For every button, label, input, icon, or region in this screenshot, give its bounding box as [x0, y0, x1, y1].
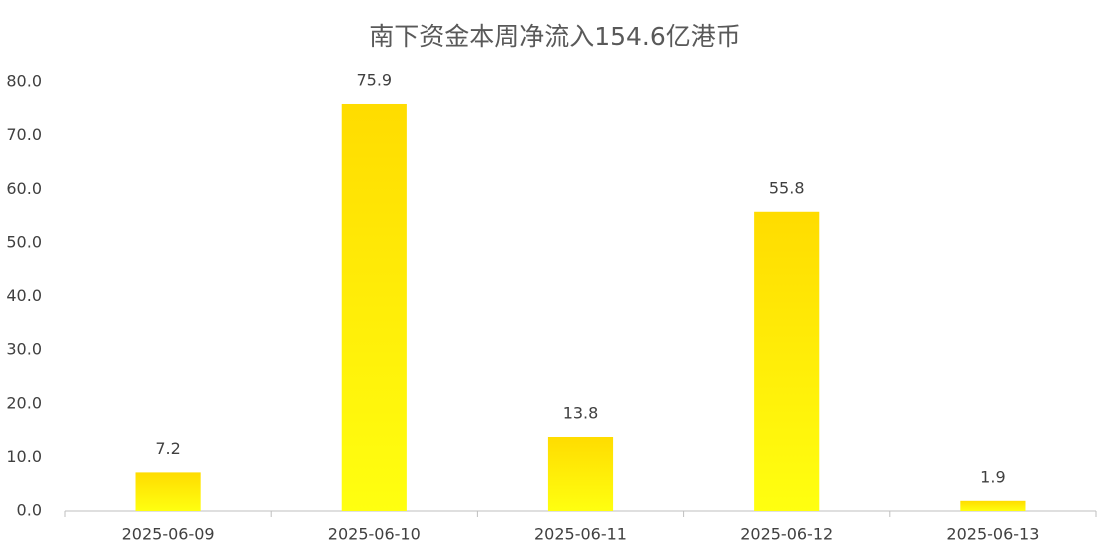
- data-label: 75.9: [356, 70, 392, 89]
- y-tick-label: 30.0: [6, 340, 42, 359]
- y-tick-label: 70.0: [6, 125, 42, 144]
- y-tick-label: 60.0: [6, 179, 42, 198]
- y-tick-label: 20.0: [6, 393, 42, 412]
- bar: [135, 472, 201, 511]
- x-tick-label: 2025-06-12: [740, 525, 833, 544]
- bar: [341, 103, 407, 511]
- y-tick-label: 40.0: [6, 286, 42, 305]
- y-tick-label: 80.0: [6, 72, 42, 91]
- x-tick-label: 2025-06-09: [122, 525, 215, 544]
- chart-title: 南下资金本周净流入154.6亿港币: [369, 22, 741, 51]
- x-tick-label: 2025-06-10: [328, 525, 421, 544]
- bar: [547, 436, 614, 511]
- y-tick-label: 0.0: [17, 501, 42, 520]
- x-tick-label: 2025-06-13: [946, 525, 1039, 544]
- bar: [960, 500, 1026, 511]
- data-label: 7.2: [155, 439, 180, 458]
- data-label: 13.8: [563, 403, 599, 422]
- y-tick-label: 50.0: [6, 232, 42, 251]
- y-tick-label: 10.0: [6, 447, 42, 466]
- data-label: 55.8: [769, 178, 805, 197]
- data-label: 1.9: [980, 467, 1005, 486]
- x-tick-label: 2025-06-11: [534, 525, 627, 544]
- bar: [754, 211, 820, 511]
